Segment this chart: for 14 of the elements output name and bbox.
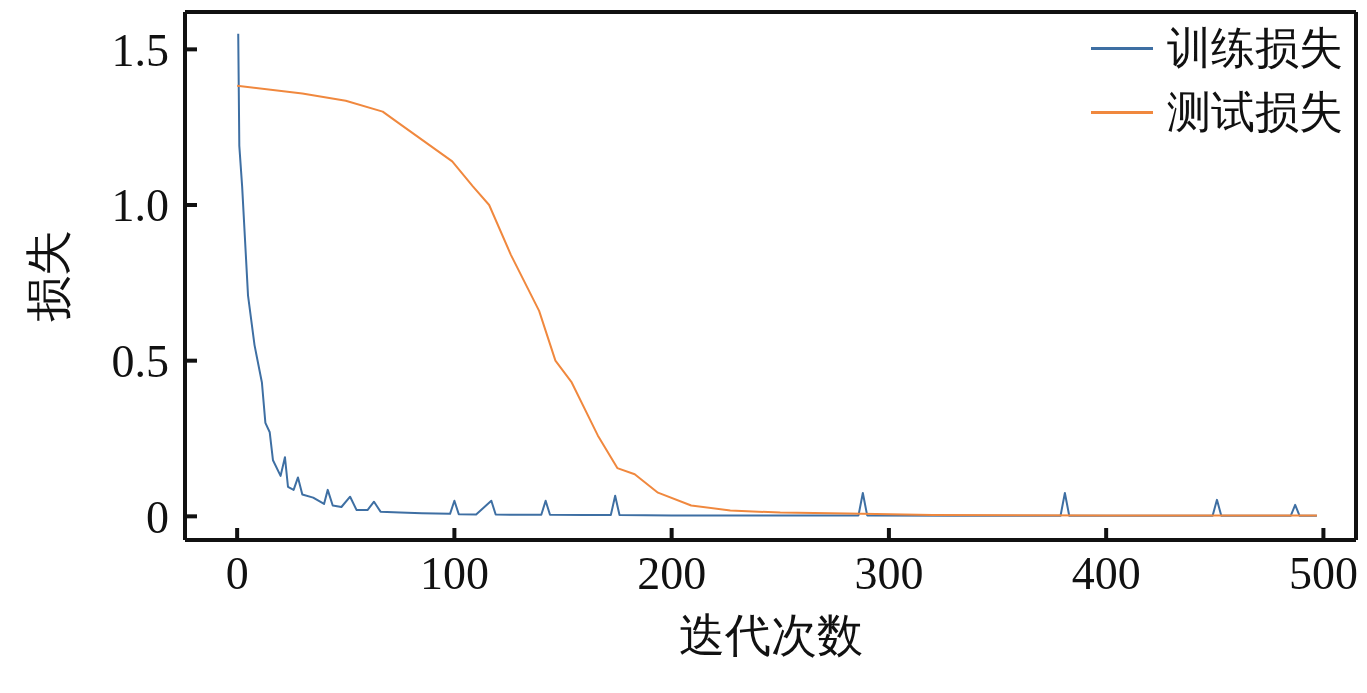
y-tick-label: 1.5 — [111, 24, 169, 76]
x-tick-label: 100 — [419, 547, 489, 599]
x-tick-label: 500 — [1288, 547, 1358, 599]
y-tick-label: 0.5 — [111, 336, 169, 388]
x-tick-label: 300 — [854, 547, 924, 599]
y-axis-title: 损失 — [23, 230, 75, 322]
y-tick-label: 0 — [146, 491, 169, 543]
legend-label: 训练损失 — [1167, 22, 1343, 75]
legend-label: 测试损失 — [1167, 86, 1343, 139]
x-tick-label: 400 — [1071, 547, 1141, 599]
x-tick-label: 200 — [637, 547, 707, 599]
x-axis-title: 迭代次数 — [678, 609, 863, 661]
y-tick-label: 1.0 — [111, 180, 169, 232]
x-tick-label: 0 — [225, 547, 249, 599]
